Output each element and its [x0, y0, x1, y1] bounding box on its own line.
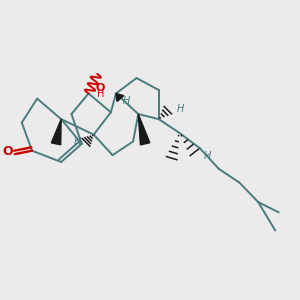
Text: H: H: [123, 96, 130, 106]
Text: H: H: [97, 89, 104, 100]
Text: H: H: [177, 104, 184, 114]
Polygon shape: [51, 119, 61, 145]
Polygon shape: [138, 114, 150, 145]
Text: H: H: [204, 151, 212, 161]
Text: O: O: [2, 145, 13, 158]
Text: H: H: [74, 137, 81, 148]
Polygon shape: [116, 94, 124, 101]
Text: O: O: [96, 83, 105, 93]
